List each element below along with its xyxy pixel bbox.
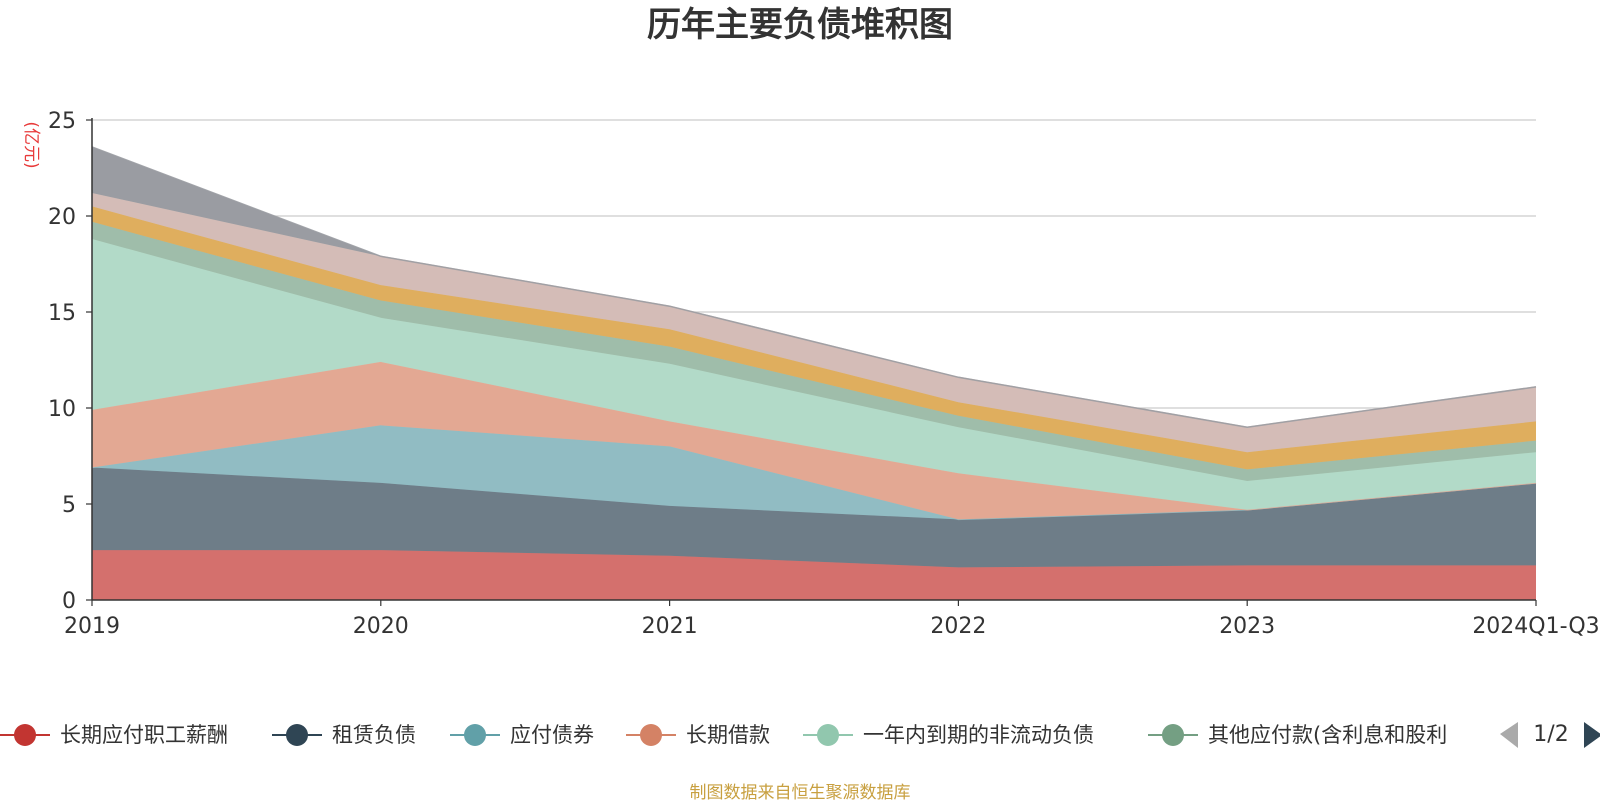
legend-marker — [14, 724, 36, 746]
legend-label: 长期借款 — [686, 723, 770, 747]
y-axis-unit-label: (亿元) — [21, 121, 41, 168]
area-series-1 — [92, 467, 1536, 568]
legend: 长期应付职工薪酬 租赁负债 应付债券 长期借款 一年内到期的非流动负债 其他应付款(含利息… — [0, 723, 1447, 747]
legend-pager: 1/2 — [1500, 722, 1600, 748]
y-tick-label: 0 — [62, 589, 76, 614]
source-note: 制图数据来自恒生聚源数据库 — [689, 783, 911, 803]
legend-page-indicator: 1/2 — [1533, 722, 1568, 747]
legend-item[interactable]: 应付债券 — [450, 723, 594, 747]
area-edge-8 — [91, 146, 1537, 428]
legend-marker — [817, 724, 839, 746]
legend-marker — [464, 724, 486, 746]
y-tick-label: 25 — [48, 109, 76, 134]
x-tick-label: 2023 — [1219, 614, 1275, 639]
area-layer — [91, 146, 1537, 600]
legend-marker — [286, 724, 308, 746]
legend-marker — [640, 724, 662, 746]
area-series-0 — [92, 550, 1536, 600]
legend-label: 长期应付职工薪酬 — [60, 723, 228, 747]
area-series-7 — [92, 193, 1536, 453]
area-series-3 — [92, 361, 1536, 520]
y-tick-label: 5 — [62, 493, 76, 518]
legend-label: 一年内到期的非流动负债 — [863, 723, 1094, 747]
y-tick-label: 10 — [48, 397, 76, 422]
legend-label: 其他应付款(含利息和股利 — [1208, 723, 1447, 747]
legend-item[interactable]: 一年内到期的非流动负债 — [803, 723, 1094, 747]
legend-prev-icon[interactable] — [1500, 722, 1518, 748]
legend-marker — [1162, 724, 1184, 746]
axis-layer: 0 5 10 15 20 25 2019 2020 2021 2022 2023 2024Q1-Q3 — [48, 109, 1600, 639]
x-tick-label: 2019 — [64, 614, 120, 639]
legend-item[interactable]: 长期借款 — [626, 723, 770, 747]
area-series-6 — [92, 206, 1536, 470]
area-series-4 — [92, 239, 1536, 510]
legend-item[interactable]: 长期应付职工薪酬 — [0, 723, 228, 747]
area-series-2 — [92, 425, 1536, 520]
y-tick-label: 20 — [48, 205, 76, 230]
legend-next-icon[interactable] — [1584, 722, 1600, 748]
chart-title: 历年主要负债堆积图 — [647, 5, 953, 45]
legend-item[interactable]: 其他应付款(含利息和股利 — [1148, 723, 1447, 747]
legend-item[interactable]: 租赁负债 — [272, 723, 416, 747]
y-tick-label: 15 — [48, 301, 76, 326]
legend-label: 租赁负债 — [332, 723, 416, 747]
legend-label: 应付债券 — [510, 723, 594, 747]
x-tick-label: 2020 — [353, 614, 409, 639]
x-tick-label: 2022 — [930, 614, 986, 639]
x-tick-label: 2021 — [642, 614, 698, 639]
x-tick-label: 2024Q1-Q3 — [1472, 614, 1599, 639]
